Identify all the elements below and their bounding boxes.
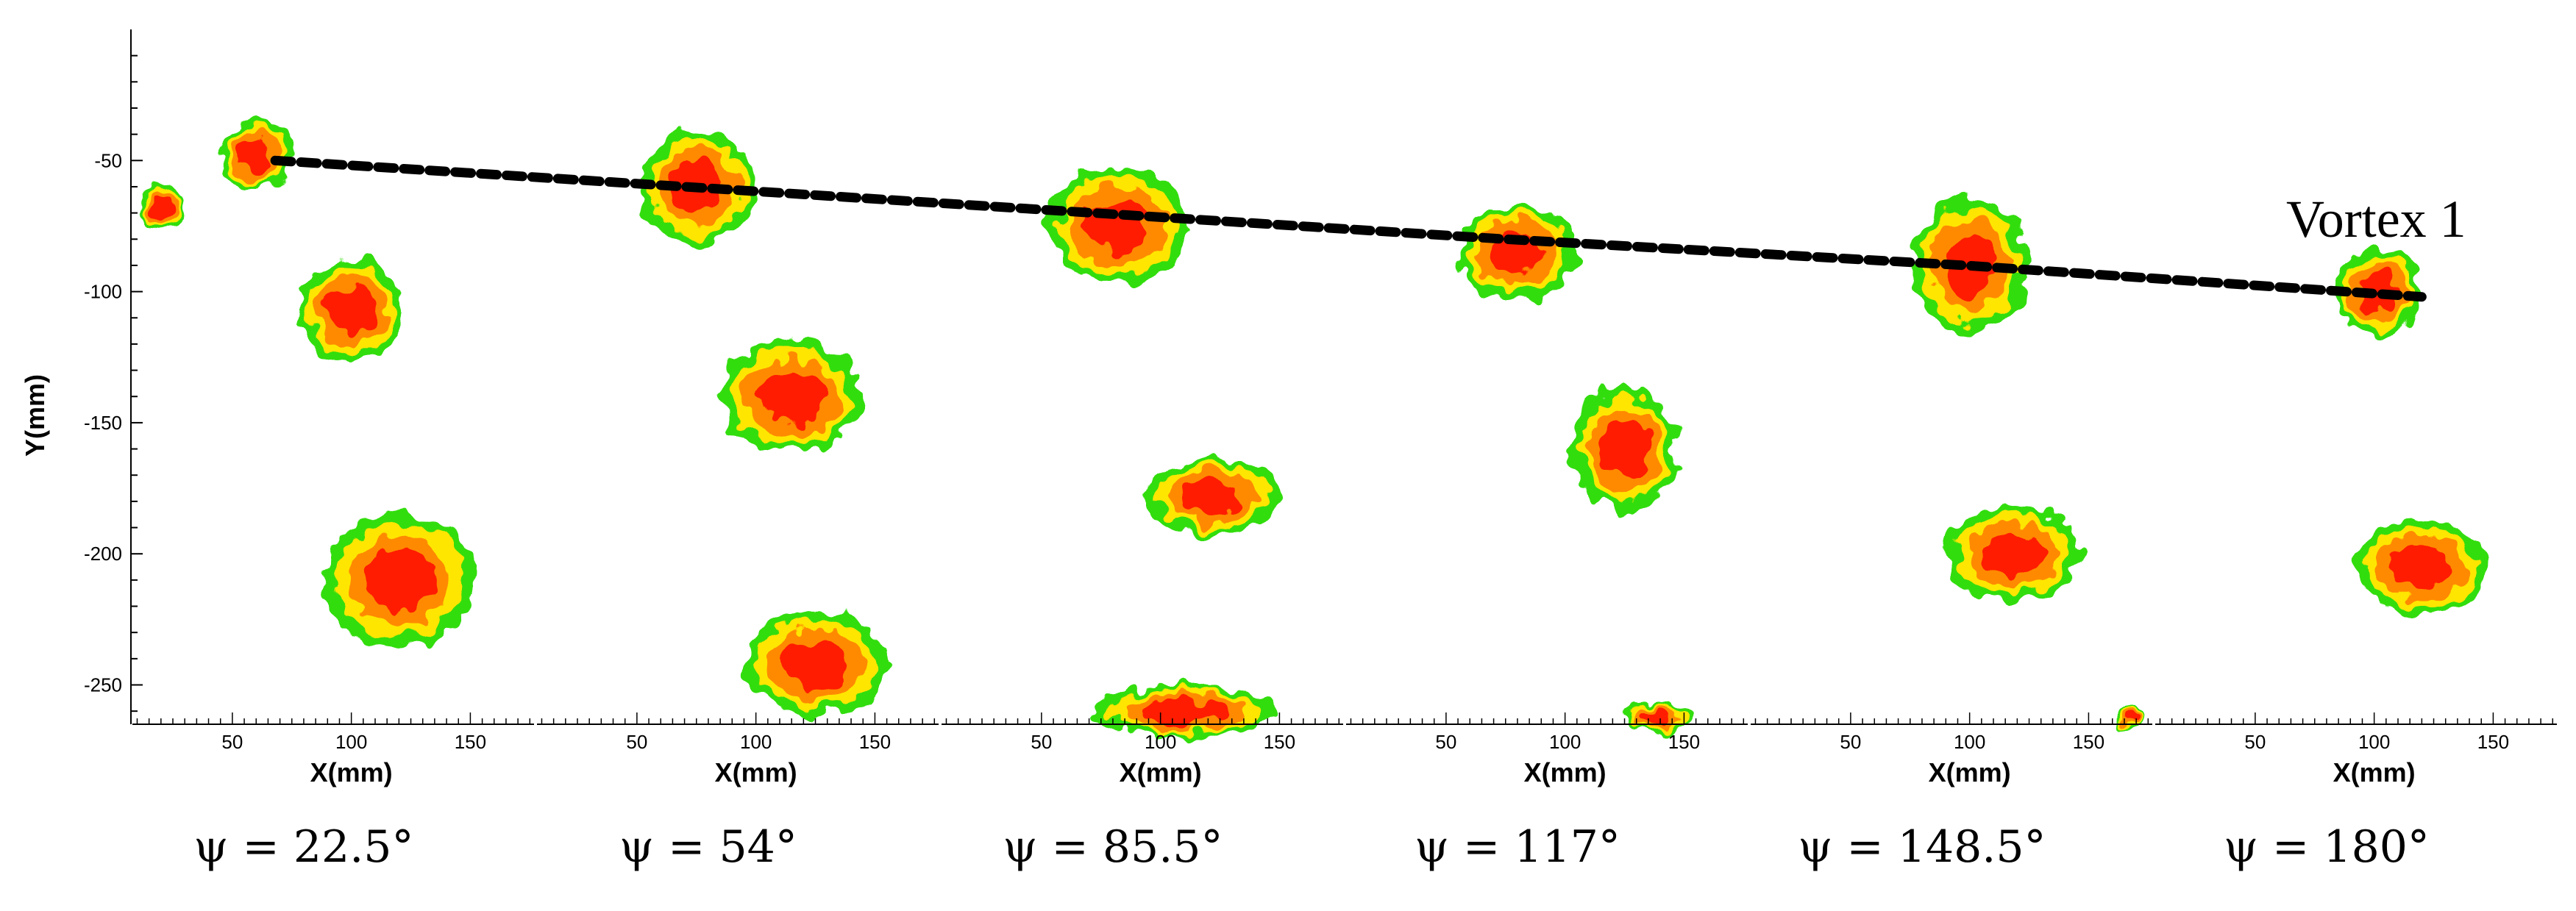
- y-tick-label: -250: [84, 674, 122, 696]
- psi-caption: ψ = 54°: [619, 821, 797, 873]
- axes: Y(mm) -50 -100 -150 -200 -250 50 100 150 X(mm) 50…: [20, 29, 2557, 787]
- x-tick-label: 150: [455, 731, 486, 753]
- panel-contours: [139, 121, 475, 646]
- contour-blobs: [139, 121, 2488, 737]
- vortex-contour-blob: [2391, 545, 2453, 589]
- vortex-contour-blob: [238, 139, 274, 171]
- x-tick-label: 150: [2073, 731, 2104, 753]
- x-axis-title: X(mm): [1929, 757, 2011, 787]
- panel-contours: [639, 129, 887, 717]
- x-tick-label: 50: [221, 731, 243, 753]
- panel-contours: [2335, 246, 2488, 615]
- vortex-contour-blob: [151, 196, 171, 219]
- panel-captions: ψ = 22.5° ψ = 54° ψ = 85.5° ψ = 117° ψ = 148…: [193, 821, 2430, 873]
- vortex-contour-blob: [758, 370, 825, 424]
- x-tick-label: 150: [1668, 731, 1700, 753]
- vortex-contour-blob: [363, 549, 434, 610]
- x-tick-label: 150: [2477, 731, 2509, 753]
- x-axis-title: X(mm): [310, 757, 393, 787]
- vortex-contour-blob: [1982, 532, 2043, 576]
- vortex-contour-blob: [1142, 699, 1226, 724]
- x-tick-label: 50: [626, 731, 647, 753]
- y-tick-label: -200: [84, 543, 122, 565]
- vortex-trajectory: [270, 155, 2427, 302]
- x-axis-title: X(mm): [1524, 757, 1607, 787]
- x-tick-label: 150: [1264, 731, 1295, 753]
- vortex-contour-blob: [1640, 707, 1671, 725]
- x-tick-label: 50: [1031, 731, 1052, 753]
- x-tick-label: 100: [740, 731, 772, 753]
- y-tick-label: -50: [94, 149, 122, 171]
- vortex-1-label: Vortex 1: [2286, 190, 2466, 249]
- x-tick-label: 100: [335, 731, 367, 753]
- x-tick-label: 100: [1549, 731, 1581, 753]
- vortex-contour-blob: [1600, 420, 1649, 478]
- panel-contours: [1458, 204, 1689, 735]
- x-tick-label: 50: [2244, 731, 2266, 753]
- psi-caption: ψ = 117°: [1415, 821, 1620, 873]
- x-tick-label: 50: [1840, 731, 1861, 753]
- x-tick-label: 100: [1954, 731, 1985, 753]
- psi-caption: ψ = 148.5°: [1798, 821, 2046, 873]
- vortex-contour-blob: [782, 640, 849, 688]
- vortex-1-trajectory-line: [270, 155, 2427, 302]
- vortex-contour-blob: [1182, 478, 1244, 515]
- y-tick-label: -150: [84, 412, 122, 434]
- x-axis-title: X(mm): [2333, 757, 2416, 787]
- y-axis-title: Y(mm): [20, 374, 50, 457]
- x-tick-label: 150: [859, 731, 891, 753]
- psi-caption: ψ = 22.5°: [193, 821, 413, 873]
- psi-caption: ψ = 85.5°: [1003, 821, 1223, 873]
- x-axis-title: X(mm): [1120, 757, 1202, 787]
- x-tick-label: 50: [1435, 731, 1456, 753]
- vortex-contour-blob: [1084, 199, 1151, 253]
- psi-caption: ψ = 180°: [2224, 821, 2430, 873]
- x-tick-label: 100: [1145, 731, 1176, 753]
- y-tick-label: -100: [84, 281, 122, 303]
- x-tick-label: 100: [2358, 731, 2390, 753]
- vortex-contour-blob: [327, 285, 376, 335]
- vortex-contour-blob: [2124, 710, 2138, 723]
- x-axis-title: X(mm): [715, 757, 797, 787]
- panel-contours: [1046, 168, 1280, 737]
